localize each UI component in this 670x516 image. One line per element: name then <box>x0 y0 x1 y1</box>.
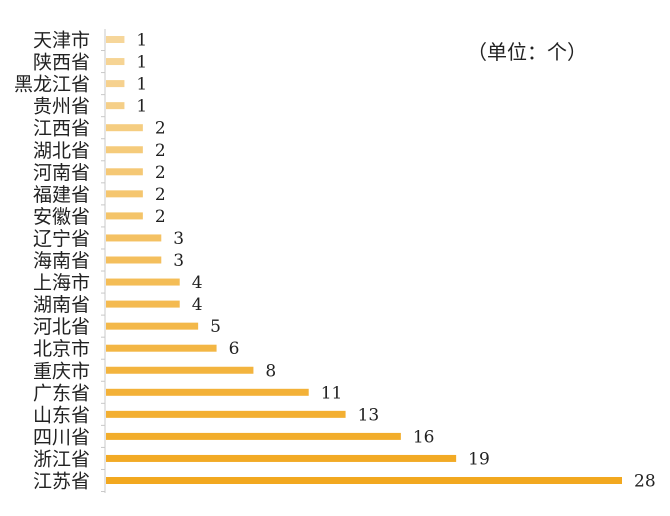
value-label: 1 <box>136 31 147 51</box>
value-label: 2 <box>155 141 166 161</box>
bar-11 <box>106 256 162 264</box>
bar-14 <box>106 322 199 330</box>
category-label: 陕西省 <box>33 52 90 74</box>
category-label: 江西省 <box>33 118 90 140</box>
category-label: 四川省 <box>33 426 90 448</box>
category-label: 河南省 <box>33 162 90 184</box>
value-label: 3 <box>173 251 184 271</box>
bar-5 <box>106 124 143 132</box>
category-label: 湖北省 <box>33 140 90 162</box>
bar-15 <box>106 344 217 352</box>
bar-17 <box>106 388 309 396</box>
bar-19 <box>106 432 401 440</box>
value-label: 1 <box>136 75 147 95</box>
bar-16 <box>106 366 254 374</box>
value-label: 11 <box>321 383 343 403</box>
value-label: 4 <box>192 273 203 293</box>
value-label: 13 <box>358 405 380 425</box>
value-label: 2 <box>155 185 166 205</box>
value-label: 6 <box>229 339 240 359</box>
category-label: 山东省 <box>33 404 90 426</box>
category-label: 浙江省 <box>33 448 90 470</box>
category-label: 上海市 <box>33 272 90 294</box>
category-label: 辽宁省 <box>33 228 90 250</box>
category-label: 福建省 <box>33 184 90 206</box>
value-label: 28 <box>634 472 656 492</box>
bar-2 <box>106 58 125 66</box>
category-label: 海南省 <box>33 250 90 272</box>
bar-8 <box>106 190 143 198</box>
bar-21 <box>106 477 622 484</box>
bar-20 <box>106 454 457 462</box>
value-label: 5 <box>210 317 221 337</box>
value-label: 8 <box>265 361 276 381</box>
value-label: 19 <box>468 449 490 469</box>
bar-1 <box>106 36 125 43</box>
category-label: 江苏省 <box>33 471 90 493</box>
value-label: 2 <box>155 207 166 227</box>
bar-6 <box>106 146 143 154</box>
value-label: 2 <box>155 163 166 183</box>
value-label: 3 <box>173 229 184 249</box>
category-label: 安徽省 <box>33 206 90 228</box>
category-label: 天津市 <box>33 30 90 52</box>
unit-label: （单位：个） <box>467 40 587 64</box>
bar-9 <box>106 212 143 220</box>
category-label: 北京市 <box>33 338 90 360</box>
value-label: 2 <box>155 119 166 139</box>
value-label: 4 <box>192 295 203 315</box>
category-label: 湖南省 <box>33 294 90 316</box>
category-label: 广东省 <box>33 382 90 404</box>
bar-7 <box>106 168 143 176</box>
value-label: 1 <box>136 97 147 117</box>
bar-3 <box>106 80 125 88</box>
category-label: 重庆市 <box>33 360 90 382</box>
bar-10 <box>106 234 162 242</box>
bar-18 <box>106 410 346 418</box>
category-label: 贵州省 <box>33 96 90 118</box>
value-label: 16 <box>413 427 435 447</box>
value-label: 1 <box>136 53 147 73</box>
bar-4 <box>106 102 125 110</box>
bar-12 <box>106 278 180 286</box>
bar-13 <box>106 300 180 308</box>
category-label: 黑龙江省 <box>14 74 90 96</box>
category-label: 河北省 <box>33 316 90 338</box>
